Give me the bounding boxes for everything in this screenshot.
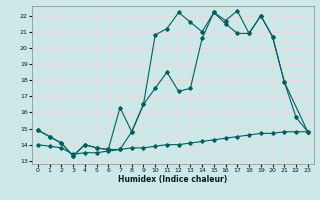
- X-axis label: Humidex (Indice chaleur): Humidex (Indice chaleur): [118, 175, 228, 184]
